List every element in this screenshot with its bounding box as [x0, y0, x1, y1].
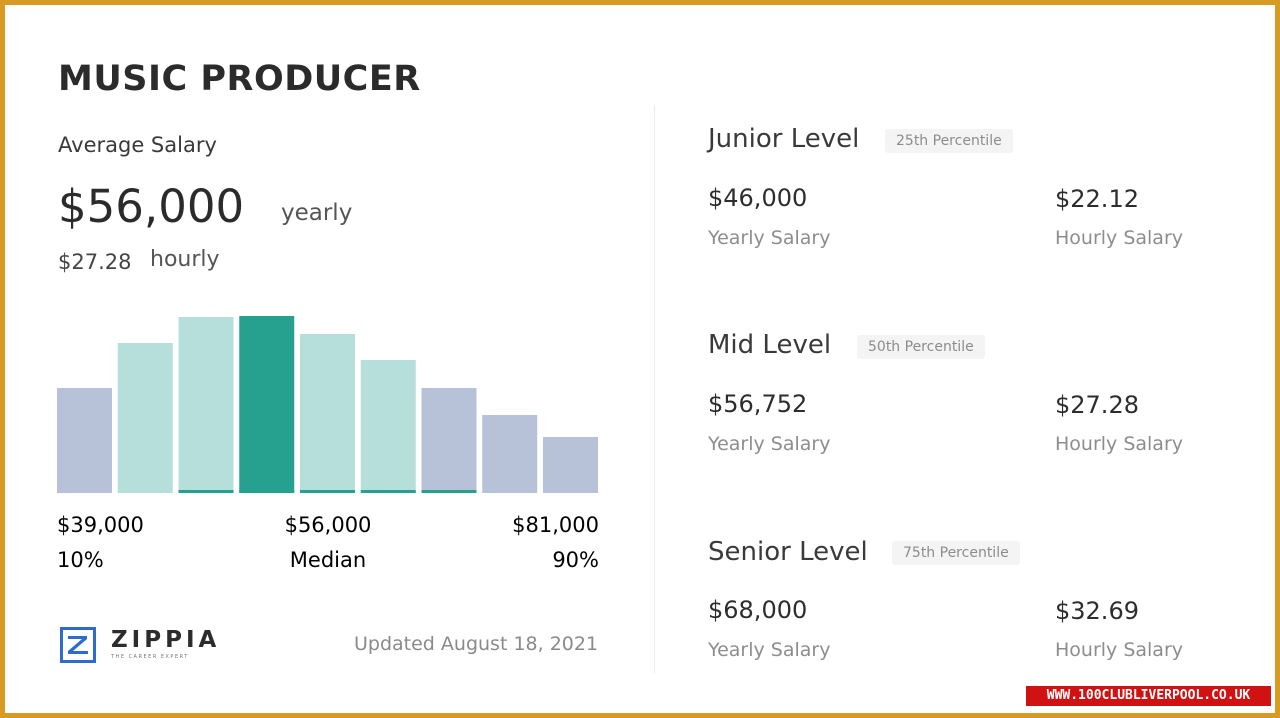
- mid-level-title: Mid Level: [708, 330, 832, 360]
- histogram-bar-accent-5: [300, 490, 355, 493]
- x-label-percentile-1: 10%: [57, 548, 104, 570]
- x-label-percentile-2: Median: [290, 548, 366, 570]
- senior-yearly-value: $68,000: [708, 596, 808, 624]
- x-label-value-3: $81,000: [512, 513, 599, 537]
- mid-hourly-label: Hourly Salary: [1055, 433, 1184, 455]
- histogram-bar-3: [178, 317, 234, 493]
- senior-yearly-label: Yearly Salary: [708, 639, 831, 661]
- histogram-bar-6: [360, 360, 416, 493]
- histogram-bar-7: [421, 388, 477, 493]
- histogram-bar-2: [117, 343, 173, 493]
- histogram-bar-accent-7: [421, 490, 477, 493]
- mid-percentile-badge: 50th Percentile: [857, 335, 985, 359]
- x-label-value-2: $56,000: [285, 513, 372, 537]
- average-salary-label: Average Salary: [58, 133, 217, 157]
- average-yearly-unit: yearly: [281, 200, 353, 226]
- senior-level-title: Senior Level: [708, 537, 868, 567]
- junior-percentile-badge: 25th Percentile: [885, 129, 1013, 153]
- zippia-logo-tagline: THE CAREER EXPERT: [111, 654, 189, 660]
- zippia-logo-icon: [60, 627, 96, 663]
- column-divider: [654, 105, 655, 673]
- x-label-percentile-3: 90%: [552, 548, 599, 570]
- histogram-bar-accent-3: [178, 490, 234, 493]
- junior-yearly-value: $46,000: [708, 184, 808, 212]
- histogram-bar-8: [482, 415, 538, 493]
- page-title: MUSIC PRODUCER: [58, 59, 421, 99]
- histogram-bar-4: [239, 316, 295, 493]
- senior-hourly-label: Hourly Salary: [1055, 639, 1184, 661]
- mid-yearly-label: Yearly Salary: [708, 433, 831, 455]
- average-hourly-value: $27.28: [58, 250, 132, 274]
- salary-histogram: $39,000 10% $56,000 Median $81,000 90%: [57, 316, 599, 570]
- histogram-bar-5: [300, 334, 355, 493]
- junior-hourly-label: Hourly Salary: [1055, 227, 1184, 249]
- mid-yearly-value: $56,752: [708, 390, 808, 418]
- junior-level-title: Junior Level: [708, 124, 860, 154]
- senior-percentile-badge: 75th Percentile: [892, 541, 1020, 565]
- zippia-logo-text: ZIPPIA: [111, 627, 221, 653]
- junior-yearly-label: Yearly Salary: [708, 227, 831, 249]
- mid-hourly-value: $27.28: [1055, 391, 1139, 419]
- updated-date: Updated August 18, 2021: [354, 633, 599, 655]
- histogram-bar-accent-4: [239, 490, 295, 493]
- histogram-bar-accent-6: [360, 490, 416, 493]
- histogram-bar-1: [57, 388, 112, 493]
- senior-hourly-value: $32.69: [1055, 597, 1139, 625]
- site-watermark: WWW.100CLUBLIVERPOOL.CO.UK: [1026, 686, 1271, 706]
- average-hourly-unit: hourly: [150, 247, 220, 272]
- junior-hourly-value: $22.12: [1055, 185, 1139, 213]
- average-yearly-value: $56,000: [58, 180, 245, 233]
- histogram-bar-9: [543, 437, 598, 493]
- x-label-value-1: $39,000: [57, 513, 144, 537]
